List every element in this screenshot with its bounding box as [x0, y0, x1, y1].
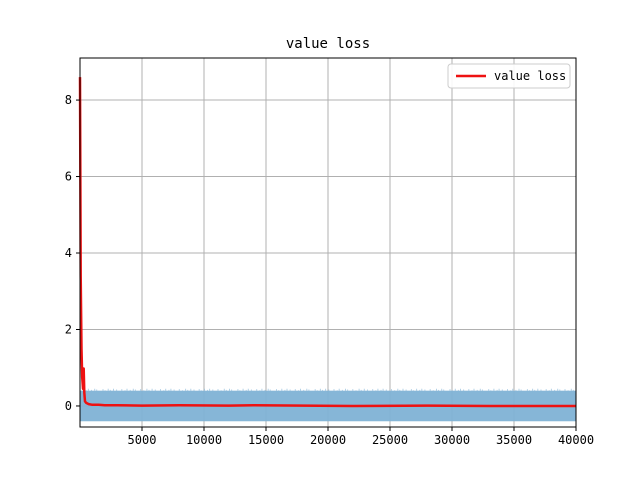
legend-label: value loss: [494, 69, 566, 83]
smoothed-loss-series: [78, 77, 576, 408]
x-tick-label: 35000: [496, 433, 532, 447]
x-tick-label: 15000: [248, 433, 284, 447]
raw-loss-spikes: [82, 388, 574, 391]
axis-ticks: 5000 10000 15000 20000 25000 30000 35000 40000 0…: [65, 93, 594, 447]
y-tick-label: 8: [65, 93, 72, 107]
y-tick-label: 4: [65, 246, 72, 260]
x-tick-label: 10000: [186, 433, 222, 447]
x-tick-label: 5000: [128, 433, 157, 447]
plot-frame: [79, 57, 577, 428]
y-tick-label: 2: [65, 322, 72, 336]
chart-title: value loss: [286, 36, 370, 52]
x-tick-label: 40000: [558, 433, 594, 447]
x-tick-label: 25000: [372, 433, 408, 447]
y-tick-label: 6: [65, 170, 72, 184]
x-tick-label: 20000: [310, 433, 346, 447]
x-tick-label: 30000: [434, 433, 470, 447]
y-tick-label: 0: [65, 399, 72, 413]
legend: value loss: [447, 63, 571, 89]
legend-box: [447, 63, 571, 89]
smoothed-loss-line: [78, 77, 576, 408]
